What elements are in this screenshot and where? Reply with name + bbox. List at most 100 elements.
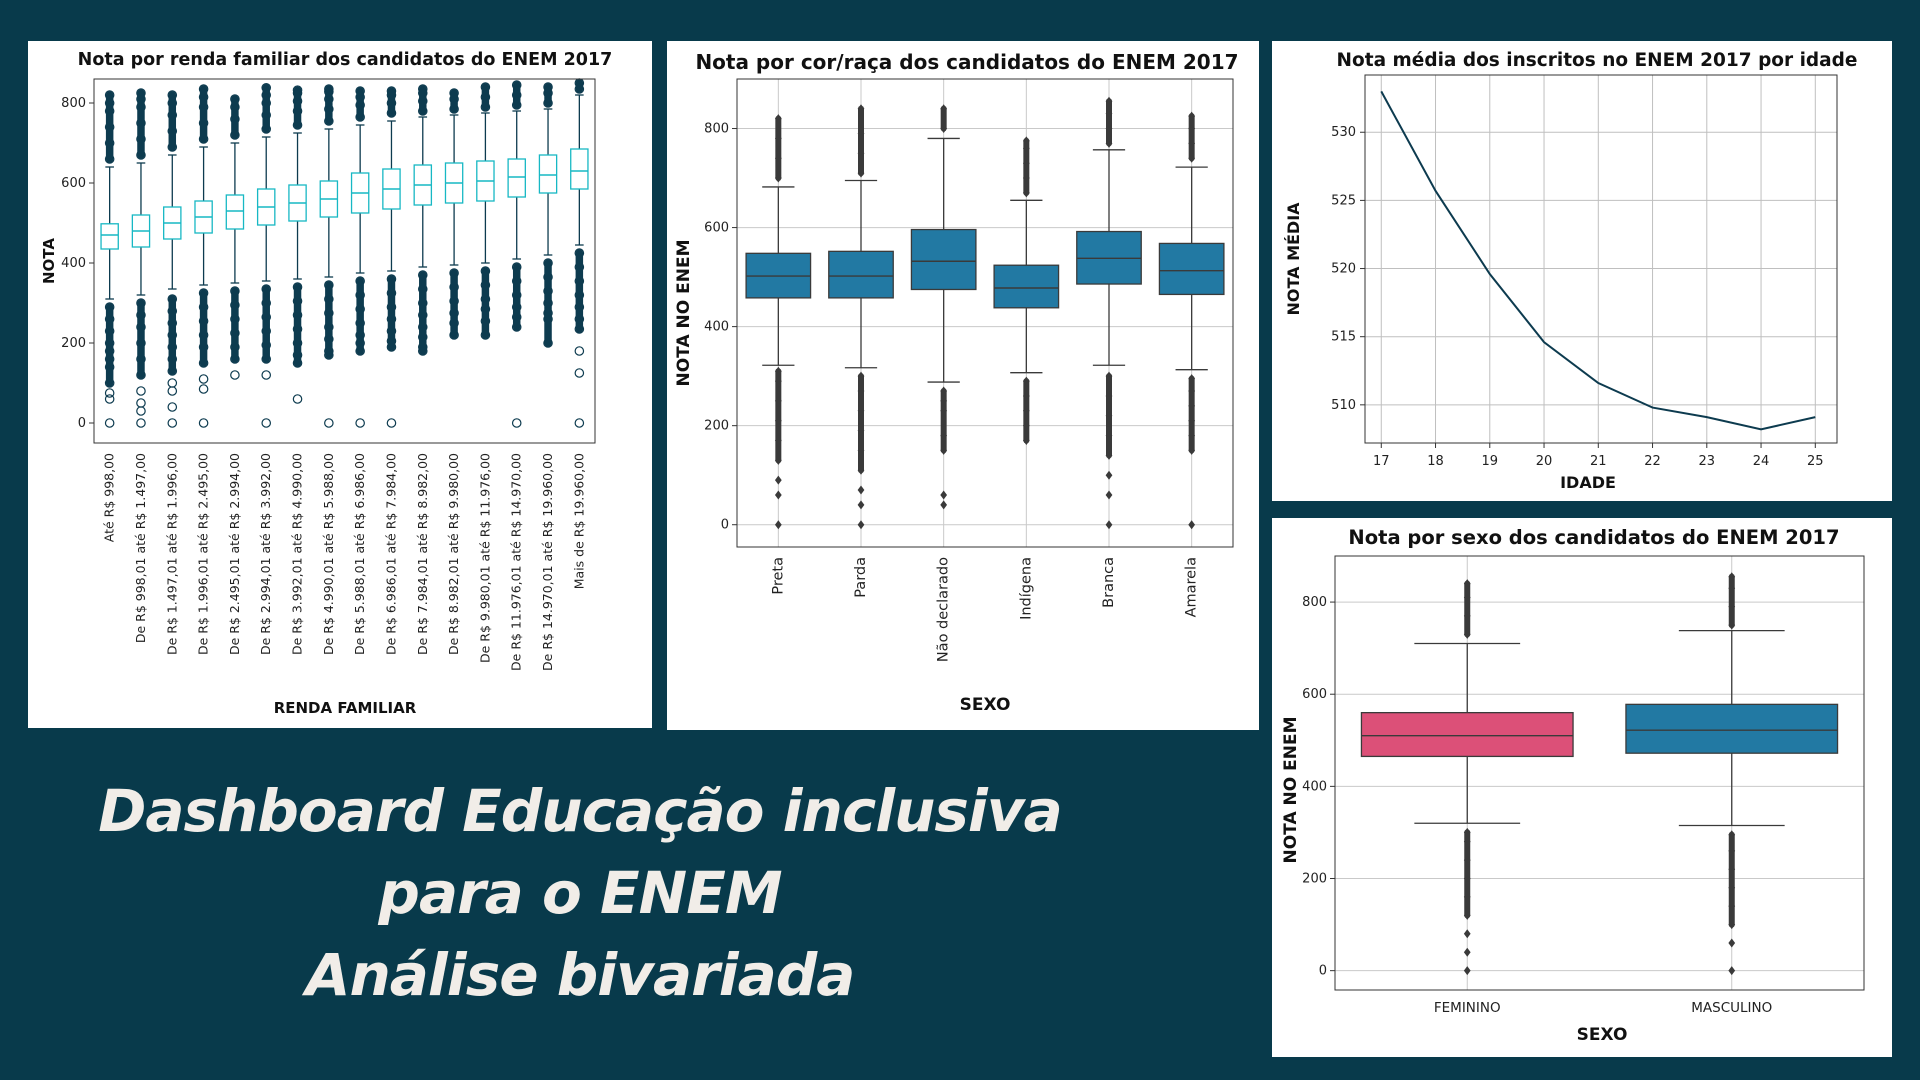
box-14 bbox=[538, 82, 558, 348]
y-tick-label: 400 bbox=[704, 320, 729, 335]
box-body bbox=[1625, 703, 1839, 754]
box-body bbox=[538, 154, 558, 194]
y-tick-label: 515 bbox=[1331, 330, 1356, 345]
x-tick-label: De R$ 6.986,01 até R$ 7.984,00 bbox=[383, 453, 398, 655]
box-6 bbox=[288, 85, 307, 404]
outlier-point bbox=[261, 418, 272, 428]
outlier-point bbox=[136, 398, 146, 408]
outlier-point bbox=[104, 418, 115, 428]
y-axis-label: NOTA NO ENEM bbox=[1281, 717, 1301, 864]
outlier-point bbox=[104, 388, 115, 398]
y-tick-label: 600 bbox=[1302, 687, 1327, 702]
outlier-point bbox=[1105, 520, 1113, 530]
box-12 bbox=[476, 82, 495, 340]
box-body bbox=[910, 228, 977, 291]
box-body bbox=[100, 223, 119, 250]
y-tick-label: 400 bbox=[1302, 779, 1327, 794]
outlier-point bbox=[774, 520, 782, 530]
box-2 bbox=[163, 90, 182, 428]
y-tick-label: 0 bbox=[721, 518, 729, 533]
y-tick-label: 200 bbox=[61, 336, 86, 351]
outlier-point bbox=[355, 418, 365, 428]
race-boxplot-panel: Nota por cor/raça dos candidatos do ENEM… bbox=[667, 41, 1259, 730]
age-line-chart: Nota média dos inscritos no ENEM 2017 po… bbox=[1284, 50, 1858, 492]
box-body bbox=[993, 264, 1060, 309]
box-2 bbox=[910, 104, 977, 510]
x-tick-label: De R$ 2.495,01 até R$ 2.994,00 bbox=[227, 453, 242, 655]
x-tick-label: De R$ 14.970,01 até R$ 19.960,00 bbox=[540, 453, 555, 671]
dashboard-title: Dashboard Educação inclusiva para o ENEM… bbox=[60, 770, 1100, 1016]
outlier-point bbox=[774, 475, 782, 485]
outlier-point bbox=[574, 346, 585, 356]
outlier-point bbox=[1105, 490, 1113, 500]
y-tick-label: 0 bbox=[78, 416, 86, 431]
outlier-point bbox=[511, 418, 522, 428]
outlier-point bbox=[167, 418, 178, 428]
y-tick-label: 525 bbox=[1331, 193, 1356, 208]
box-0 bbox=[100, 90, 119, 428]
x-tick-label: 19 bbox=[1482, 454, 1499, 469]
sex-boxplot-panel: Nota por sexo dos candidatos do ENEM 201… bbox=[1272, 518, 1892, 1057]
x-tick-label: De R$ 11.976,01 até R$ 14.970,00 bbox=[509, 453, 524, 671]
outlier-point bbox=[1728, 938, 1736, 948]
axes-frame bbox=[93, 78, 596, 444]
outlier-point bbox=[1463, 947, 1471, 957]
chart-title: Nota por cor/raça dos candidatos do ENEM… bbox=[695, 50, 1238, 74]
x-tick-label: FEMININO bbox=[1434, 1000, 1501, 1016]
outlier-point bbox=[198, 384, 209, 394]
box-body bbox=[1158, 242, 1225, 296]
x-tick-label: Não declarado bbox=[936, 557, 952, 662]
outlier-point bbox=[386, 418, 397, 428]
sex-boxplot: Nota por sexo dos candidatos do ENEM 201… bbox=[1281, 526, 1865, 1045]
x-tick-label: De R$ 1.497,01 até R$ 1.996,00 bbox=[164, 453, 179, 655]
x-tick-label: De R$ 3.992,01 até R$ 4.990,00 bbox=[290, 453, 305, 655]
outlier-point bbox=[574, 368, 585, 378]
box-1 bbox=[1625, 572, 1839, 976]
x-axis-label: SEXO bbox=[1577, 1025, 1628, 1045]
x-tick-label: 21 bbox=[1590, 454, 1607, 469]
box-0 bbox=[1360, 579, 1574, 976]
box-3 bbox=[993, 136, 1060, 446]
x-tick-label: Parda bbox=[853, 557, 869, 598]
box-1 bbox=[828, 104, 894, 530]
y-tick-label: 600 bbox=[61, 176, 86, 191]
box-body bbox=[1360, 711, 1574, 758]
box-9 bbox=[382, 86, 401, 428]
box-7 bbox=[319, 84, 339, 428]
outlier-point bbox=[857, 500, 865, 510]
axes-frame bbox=[1364, 74, 1838, 444]
box-15 bbox=[570, 78, 589, 428]
box-0 bbox=[745, 114, 812, 530]
x-tick-label: Amarela bbox=[1184, 557, 1200, 617]
y-tick-label: 200 bbox=[704, 419, 729, 434]
outlier-point bbox=[1463, 929, 1471, 939]
dashboard-title-line1: Dashboard Educação inclusiva bbox=[98, 777, 1063, 845]
x-tick-label: De R$ 7.984,01 até R$ 8.982,00 bbox=[415, 453, 430, 655]
outlier-point bbox=[940, 500, 948, 510]
y-tick-label: 200 bbox=[1302, 872, 1327, 887]
box-11 bbox=[444, 88, 464, 340]
income-boxplot: Nota por renda familiar dos candidatos d… bbox=[40, 50, 612, 717]
chart-title: Nota média dos inscritos no ENEM 2017 po… bbox=[1337, 50, 1858, 71]
y-axis-label: NOTA NO ENEM bbox=[674, 240, 694, 387]
y-axis-label: NOTA bbox=[40, 238, 58, 284]
x-tick-label: Até R$ 998,00 bbox=[102, 453, 117, 542]
x-tick-label: Mais de R$ 19.960,00 bbox=[571, 453, 586, 589]
axes-frame bbox=[1334, 555, 1865, 991]
x-axis-label: RENDA FAMILIAR bbox=[274, 699, 417, 717]
outlier-point bbox=[574, 418, 585, 428]
outlier-point bbox=[774, 490, 782, 500]
box-5 bbox=[256, 82, 276, 428]
x-tick-label: De R$ 1.996,01 até R$ 2.495,00 bbox=[196, 453, 211, 655]
x-tick-label: Indígena bbox=[1018, 557, 1034, 620]
y-axis-label: NOTA MÉDIA bbox=[1284, 202, 1303, 316]
x-tick-label: 17 bbox=[1373, 454, 1390, 469]
outlier-point bbox=[230, 370, 240, 380]
x-tick-label: 20 bbox=[1536, 454, 1553, 469]
y-tick-label: 520 bbox=[1331, 262, 1356, 277]
outlier-point bbox=[136, 386, 146, 396]
y-tick-label: 530 bbox=[1331, 125, 1356, 140]
dashboard-title-line2: para o ENEM bbox=[378, 859, 782, 927]
x-tick-label: De R$ 9.980,01 até R$ 11.976,00 bbox=[477, 453, 492, 663]
x-tick-label: 22 bbox=[1644, 454, 1661, 469]
